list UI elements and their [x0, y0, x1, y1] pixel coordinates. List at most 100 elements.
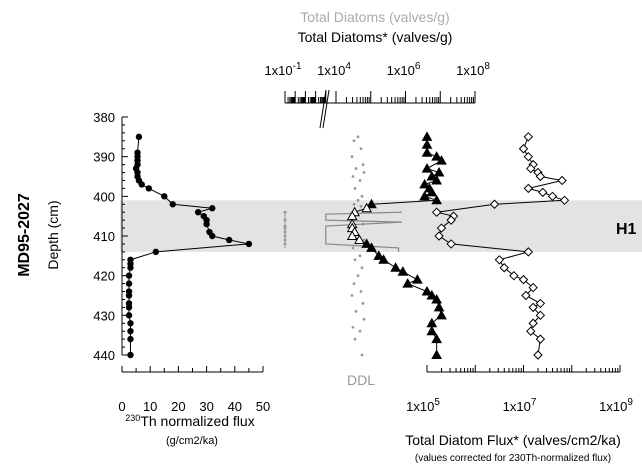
flux-diamond-point	[446, 215, 456, 225]
depth-tick-label: 410	[93, 229, 115, 244]
total-diatoms-corrected-title: Total Diatoms* (valves/g)	[298, 29, 453, 45]
conc-left-point	[283, 210, 287, 214]
core-label: MD95-2027	[16, 193, 33, 277]
flux-triangle-point	[402, 278, 414, 288]
conc-axis-break	[322, 89, 330, 129]
flux-triangle-point	[419, 178, 430, 189]
flux-triangle-point	[361, 238, 373, 248]
flux-diamond-point	[547, 191, 558, 202]
flux-triangle-point	[373, 250, 385, 260]
flux-diamond-point	[434, 231, 444, 241]
flux-triangle-point	[421, 286, 433, 296]
th-flux-point	[209, 232, 216, 240]
ddl-point	[356, 135, 360, 139]
ddl-point	[352, 202, 356, 206]
flux-triangle-point	[431, 349, 443, 359]
ddl-point	[358, 329, 362, 333]
flux-diamond-point	[518, 274, 529, 285]
flux-diamond-point	[436, 223, 447, 233]
flux-tick-label: 1x105	[406, 397, 440, 414]
h1-event-band	[120, 200, 642, 252]
flux-triangle-point	[431, 174, 443, 185]
ddl-point	[352, 139, 356, 143]
ddl-point	[353, 187, 357, 190]
flux-diamond-point	[535, 171, 546, 182]
flux-diamond-point	[528, 282, 538, 293]
th-flux-point	[125, 304, 133, 311]
th-flux-point	[145, 185, 152, 192]
conc-left-point	[283, 230, 287, 234]
th-flux-point	[127, 320, 134, 327]
th-flux-point	[135, 133, 143, 141]
ddl-point	[359, 204, 363, 208]
flux-triangle-point	[378, 254, 389, 264]
conc-tick-label: 1x108	[456, 61, 490, 78]
flux-triangle-open	[346, 230, 358, 240]
flux-diamond-point	[523, 151, 534, 162]
conc-left-point	[283, 226, 287, 230]
th-flux-point	[125, 272, 133, 279]
flux-diamond-point	[518, 144, 529, 154]
flux-triangle-point	[390, 262, 401, 272]
th-flux-tick-label: 50	[256, 399, 270, 414]
flux-triangle-open	[361, 202, 373, 213]
ddl-point	[351, 325, 355, 329]
flux-triangle-point	[411, 274, 423, 284]
flux-diamond-point	[431, 207, 442, 217]
flux-diamond-point	[528, 302, 538, 313]
total-diatoms-panel: 1x10-1 1x104 1x106 1x108	[264, 61, 490, 357]
th-flux-point	[209, 205, 216, 212]
flux-diamond-point	[526, 163, 536, 174]
flux-triangle-point	[426, 289, 438, 300]
depth-tick-label: 440	[93, 348, 115, 363]
flux-diamond-point	[533, 350, 543, 360]
flux-diamond-point	[494, 255, 505, 265]
flux-triangle-point	[426, 325, 438, 336]
flux-triangle-point	[433, 167, 445, 177]
flux-diamond-point	[446, 239, 456, 249]
ddl-point	[361, 163, 365, 167]
th-flux-point	[225, 236, 233, 244]
ddl-point	[351, 246, 355, 250]
depth-axis: 380 390 400 410 420 430 440	[93, 110, 128, 363]
flux-triangle-point	[431, 333, 443, 344]
th-flux-tick-label: 20	[171, 399, 185, 414]
flux-triangle-point	[421, 131, 433, 141]
th-flux-xlabel: 230Th normalized flux	[125, 413, 254, 429]
flux-triangle-open	[354, 234, 365, 244]
conc-corrected-line	[325, 211, 403, 252]
flux-triangle-point	[436, 155, 447, 165]
th-flux-point	[138, 181, 145, 188]
ddl-point	[354, 309, 358, 313]
flux-diamond-point	[538, 187, 548, 198]
flux-triangle-point	[431, 151, 443, 161]
flux-diamond-point	[523, 132, 534, 142]
conc-left-point	[283, 234, 287, 238]
th-flux-point	[245, 240, 253, 248]
flux-triangle-point	[421, 163, 433, 173]
th-flux-tick-label: 10	[143, 399, 157, 414]
ddl-point	[358, 179, 362, 182]
conc-tick-label: 1x104	[317, 61, 351, 78]
th-flux-unit: (g/cm2/ka)	[166, 435, 218, 447]
th-flux-point	[203, 220, 210, 228]
ddl-point	[358, 254, 362, 258]
depth-tick-label: 380	[93, 110, 115, 125]
total-diatom-flux-xlabel: Total Diatom Flux* (valves/cm2/ka)	[405, 432, 621, 448]
ddl-point	[350, 294, 354, 297]
th-flux-panel: 0 10 20 30 40 50	[118, 133, 270, 414]
th-flux-point	[161, 193, 168, 200]
th-flux-point	[127, 351, 134, 359]
ddl-point	[350, 155, 354, 159]
ddl-point	[354, 167, 358, 170]
ddl-point	[351, 175, 355, 178]
total-diatoms-raw-title: Total Diatoms (valves/g)	[300, 9, 449, 25]
flux-triangle-point	[366, 198, 377, 209]
depth-tick-label: 390	[93, 150, 115, 165]
ddl-point	[353, 258, 357, 262]
ddl-point	[361, 302, 365, 305]
ddl-point	[359, 290, 363, 293]
ddl-point	[359, 147, 363, 151]
ddl-point	[352, 282, 356, 285]
